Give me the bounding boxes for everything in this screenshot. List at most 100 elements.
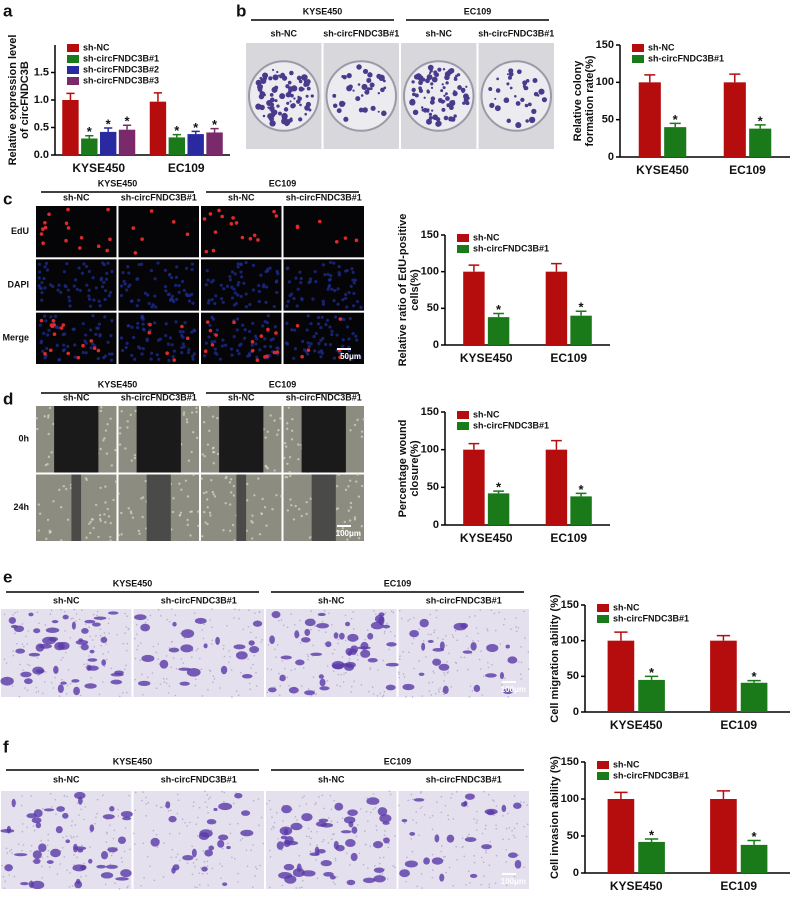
pore [307, 827, 310, 830]
nucleus [323, 272, 327, 277]
pore [398, 609, 401, 612]
cell [250, 537, 254, 540]
bar [740, 682, 768, 712]
edu-cell [105, 248, 109, 253]
pore [505, 861, 507, 863]
nucleus [341, 297, 345, 302]
pore [507, 812, 509, 815]
cell [206, 506, 209, 509]
cell [28, 652, 41, 657]
cell [343, 520, 346, 524]
pore [219, 687, 222, 689]
pore [118, 888, 121, 890]
nucleus [94, 332, 98, 336]
nucleus [285, 304, 289, 308]
pore [398, 804, 400, 807]
colony [310, 94, 314, 98]
pore [102, 653, 105, 655]
pore [279, 685, 282, 687]
pore [389, 630, 392, 633]
cell [438, 663, 450, 671]
colony [532, 77, 538, 83]
colony [276, 104, 280, 108]
pore [476, 819, 478, 822]
pore [493, 612, 496, 615]
pore [139, 659, 142, 662]
legend-label: sh-circFNDC3B#1 [613, 770, 689, 780]
nucleus [109, 358, 114, 362]
nucleus [275, 290, 279, 295]
colony [440, 99, 445, 104]
nucleus [140, 352, 144, 356]
pore [525, 835, 528, 838]
nucleus [341, 344, 345, 348]
pore [333, 648, 336, 651]
y-tick-label: 50 [427, 302, 439, 314]
nucleus [234, 301, 238, 306]
pore [3, 658, 6, 661]
edu-cell [205, 320, 210, 324]
pore [105, 831, 108, 834]
cell [347, 809, 358, 817]
pore [375, 824, 378, 827]
pore [431, 814, 434, 817]
group-label: KYSE450 [98, 178, 138, 188]
edu-cell [171, 220, 176, 224]
pore [20, 804, 23, 807]
pore [495, 827, 498, 830]
pore [382, 659, 385, 662]
pore [465, 883, 467, 886]
cell [297, 458, 300, 461]
pore [318, 796, 320, 798]
pore [69, 682, 72, 685]
cell [222, 882, 228, 887]
colony [304, 112, 307, 116]
legend-swatch [457, 234, 469, 242]
nucleus [183, 321, 187, 325]
cell [218, 802, 233, 811]
edu-cell [274, 214, 279, 218]
nucleus [292, 356, 296, 360]
colony [332, 103, 338, 108]
colony [426, 118, 432, 125]
bar [168, 137, 186, 155]
cell [15, 648, 26, 654]
pore [310, 694, 313, 697]
pore [136, 648, 138, 651]
nucleus [110, 319, 114, 323]
pore [526, 804, 528, 806]
cell [279, 826, 293, 836]
pore [170, 856, 173, 859]
column-label: sh-circFNDC3B#1 [286, 192, 362, 202]
cell [211, 490, 215, 494]
nucleus [299, 276, 303, 281]
nucleus [41, 349, 45, 353]
pore [99, 634, 102, 637]
pore [104, 883, 107, 886]
nucleus [235, 328, 239, 332]
cell [115, 877, 129, 881]
pore [330, 808, 333, 811]
nucleus [126, 324, 130, 328]
x-tick-label: EC109 [550, 531, 587, 545]
pore [410, 838, 412, 840]
pore [141, 799, 143, 802]
pore [328, 612, 330, 615]
pore [83, 862, 85, 865]
pore [194, 684, 197, 687]
edu-cell [208, 328, 213, 333]
nucleus [87, 297, 92, 301]
pore [402, 651, 404, 653]
nucleus [287, 280, 292, 284]
cell [48, 406, 52, 410]
pore [179, 632, 182, 635]
nucleus [251, 288, 256, 292]
nucleus [178, 330, 182, 334]
nucleus [91, 342, 95, 346]
colony [271, 86, 278, 93]
cell [191, 848, 197, 858]
pore [186, 825, 188, 827]
pore [305, 802, 308, 805]
colony [494, 97, 497, 100]
cell [201, 453, 205, 456]
